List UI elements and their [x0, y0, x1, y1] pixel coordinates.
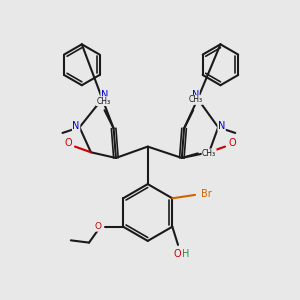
Text: CH₃: CH₃ [96, 97, 110, 106]
Text: O: O [64, 138, 72, 148]
Text: CH₃: CH₃ [188, 95, 203, 104]
Text: N: N [218, 121, 225, 131]
Text: Br: Br [201, 189, 212, 199]
Text: O: O [228, 138, 236, 148]
Text: O: O [94, 222, 101, 231]
Text: N: N [72, 121, 80, 131]
Text: CH₃: CH₃ [202, 149, 216, 158]
Text: H: H [182, 249, 190, 259]
Text: O: O [173, 249, 181, 259]
Text: N: N [101, 91, 108, 100]
Text: N: N [192, 91, 199, 100]
